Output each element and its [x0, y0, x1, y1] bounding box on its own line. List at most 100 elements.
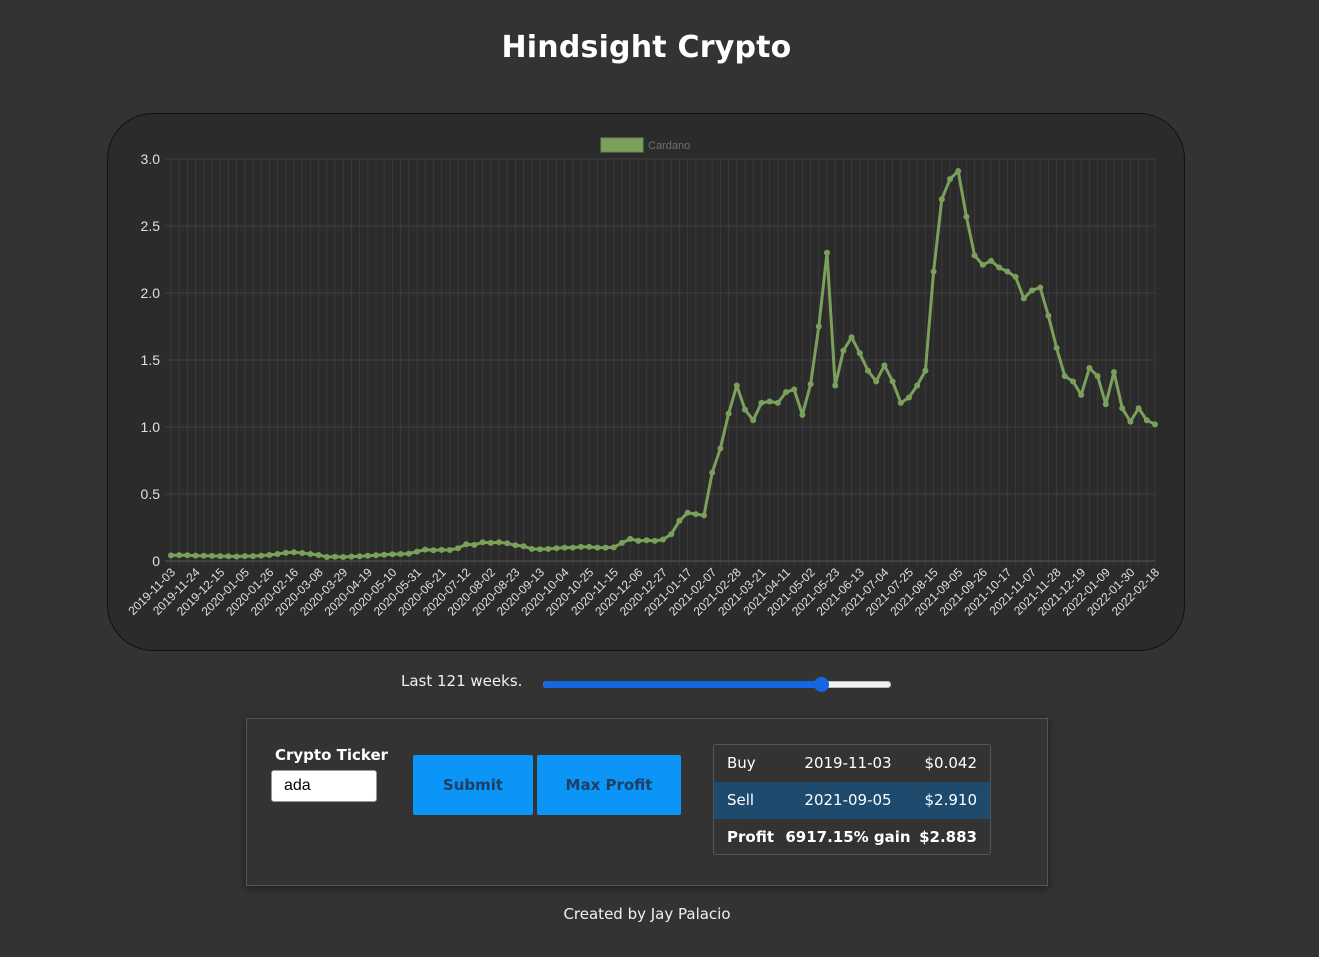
data-point — [504, 540, 511, 547]
data-point — [988, 257, 994, 264]
sell-row: Sell 2021-09-05 $2.910 — [714, 782, 990, 819]
data-point — [184, 552, 191, 559]
profit-amount: $2.883 — [919, 828, 977, 846]
ticker-input[interactable] — [271, 770, 377, 802]
data-point — [1102, 401, 1109, 408]
data-point — [569, 544, 576, 551]
data-point — [889, 378, 896, 385]
data-point — [340, 553, 347, 560]
data-point — [250, 553, 256, 560]
data-point — [332, 553, 338, 560]
data-point — [1127, 418, 1134, 425]
legend-swatch — [600, 137, 644, 153]
footer-credit: Created by Jay Palacio — [563, 905, 731, 923]
data-point — [528, 545, 535, 552]
data-point — [274, 551, 281, 558]
data-point — [783, 389, 789, 396]
slider-thumb[interactable] — [814, 677, 830, 692]
data-point — [906, 394, 912, 401]
data-point — [405, 550, 412, 557]
data-point — [996, 264, 1003, 271]
data-point — [397, 551, 404, 558]
data-point — [1037, 284, 1044, 291]
data-point — [520, 543, 527, 550]
data-point — [709, 469, 716, 476]
data-point — [192, 552, 199, 559]
y-tick-label: 3.0 — [141, 151, 161, 167]
data-point — [873, 378, 880, 385]
results-table: Buy 2019-11-03 $0.042 Sell 2021-09-05 $2… — [713, 744, 991, 855]
data-point — [856, 350, 863, 357]
data-point — [938, 196, 945, 203]
data-point — [1004, 268, 1011, 275]
data-point — [561, 544, 568, 551]
data-point — [168, 552, 174, 559]
data-point — [389, 551, 396, 558]
data-point — [1086, 365, 1093, 372]
data-point — [266, 551, 273, 558]
data-point — [258, 552, 265, 559]
data-point — [496, 539, 502, 546]
data-point — [537, 546, 543, 553]
data-point — [364, 552, 371, 559]
data-point — [438, 546, 445, 553]
y-tick-label: 2.5 — [141, 218, 161, 234]
data-point — [241, 553, 248, 560]
submit-button[interactable]: Submit — [413, 755, 533, 815]
data-point — [791, 386, 798, 393]
y-tick-label: 0.5 — [141, 486, 161, 502]
data-point — [750, 417, 757, 424]
data-point — [881, 362, 888, 369]
data-point — [299, 549, 306, 556]
profit-label: Profit — [727, 828, 774, 846]
weeks-slider[interactable] — [543, 677, 891, 692]
data-point — [742, 406, 748, 413]
buy-price: $0.042 — [924, 754, 978, 772]
data-point — [840, 347, 847, 354]
price-line-chart: 00.51.01.52.02.53.02019-11-032019-11-242… — [125, 137, 1162, 619]
slider-fill — [543, 681, 822, 688]
data-point — [824, 249, 830, 256]
data-point — [643, 537, 650, 544]
max-profit-button[interactable]: Max Profit — [537, 755, 681, 815]
data-point — [1111, 369, 1117, 376]
data-point — [733, 382, 740, 389]
y-tick-label: 1.5 — [141, 352, 161, 368]
data-point — [578, 543, 584, 550]
data-point — [815, 323, 822, 330]
data-point — [446, 547, 453, 554]
y-tick-label: 1.0 — [141, 419, 161, 435]
data-point — [315, 551, 322, 558]
data-point — [348, 553, 355, 560]
data-point — [1061, 373, 1068, 380]
data-point — [758, 399, 765, 406]
data-point — [291, 549, 297, 556]
data-point — [971, 252, 978, 259]
data-point — [233, 553, 240, 560]
data-point — [414, 548, 420, 555]
data-point — [930, 268, 937, 275]
data-point — [979, 261, 986, 268]
data-point — [512, 542, 519, 549]
data-point — [651, 537, 658, 544]
data-point — [479, 539, 486, 546]
data-point — [676, 517, 683, 524]
data-point — [807, 381, 814, 388]
data-point — [692, 511, 699, 518]
data-point — [553, 545, 560, 552]
data-point — [701, 512, 707, 519]
data-point — [217, 553, 224, 560]
buy-date: 2019-11-03 — [804, 754, 892, 772]
data-point — [766, 398, 773, 405]
data-point — [1135, 405, 1142, 412]
data-point — [225, 553, 232, 560]
data-point — [1029, 287, 1035, 294]
weeks-label: Last 121 weeks. — [401, 672, 523, 690]
profit-row: Profit 6917.15% gain $2.883 — [714, 819, 990, 854]
data-point — [725, 410, 732, 417]
data-point — [619, 539, 625, 546]
data-point — [1070, 378, 1076, 385]
data-point — [307, 551, 314, 558]
data-point — [922, 367, 929, 374]
page-title: Hindsight Crypto — [501, 30, 792, 65]
